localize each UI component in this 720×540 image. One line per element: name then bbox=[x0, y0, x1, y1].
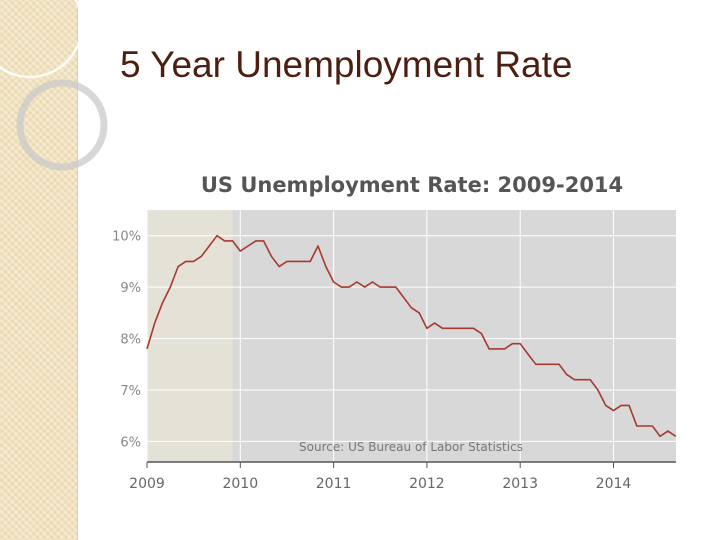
plot-area: 6% 7% 8% 9% 10% Source: US Bureau of Labor St… bbox=[112, 210, 677, 492]
y-tick-label: 10% bbox=[112, 230, 141, 245]
x-tick-label: 2014 bbox=[596, 476, 632, 492]
x-tick-label: 2010 bbox=[222, 476, 258, 492]
x-tick-label: 2009 bbox=[129, 476, 165, 492]
x-tick-label: 2011 bbox=[316, 476, 352, 492]
y-tick-label: 7% bbox=[120, 384, 141, 399]
slide-title: 5 Year Unemployment Rate bbox=[120, 44, 573, 85]
y-tick-label: 8% bbox=[120, 333, 141, 348]
x-tick-label: 2013 bbox=[502, 476, 538, 492]
series-line bbox=[146, 234, 677, 438]
y-tick-label: 9% bbox=[120, 281, 141, 296]
plot-background bbox=[147, 210, 676, 462]
unemployment-line-chart: US Unemployment Rate: 2009-2014 6% 7% 8% 9%… bbox=[112, 173, 677, 492]
x-tick-label: 2012 bbox=[409, 476, 445, 492]
y-tick-label: 6% bbox=[120, 435, 141, 450]
decorative-side-strip bbox=[0, 0, 78, 540]
chart-title: US Unemployment Rate: 2009-2014 bbox=[201, 173, 623, 197]
source-annotation: Source: US Bureau of Labor Statistics bbox=[299, 440, 523, 454]
shaded-region bbox=[147, 210, 233, 462]
